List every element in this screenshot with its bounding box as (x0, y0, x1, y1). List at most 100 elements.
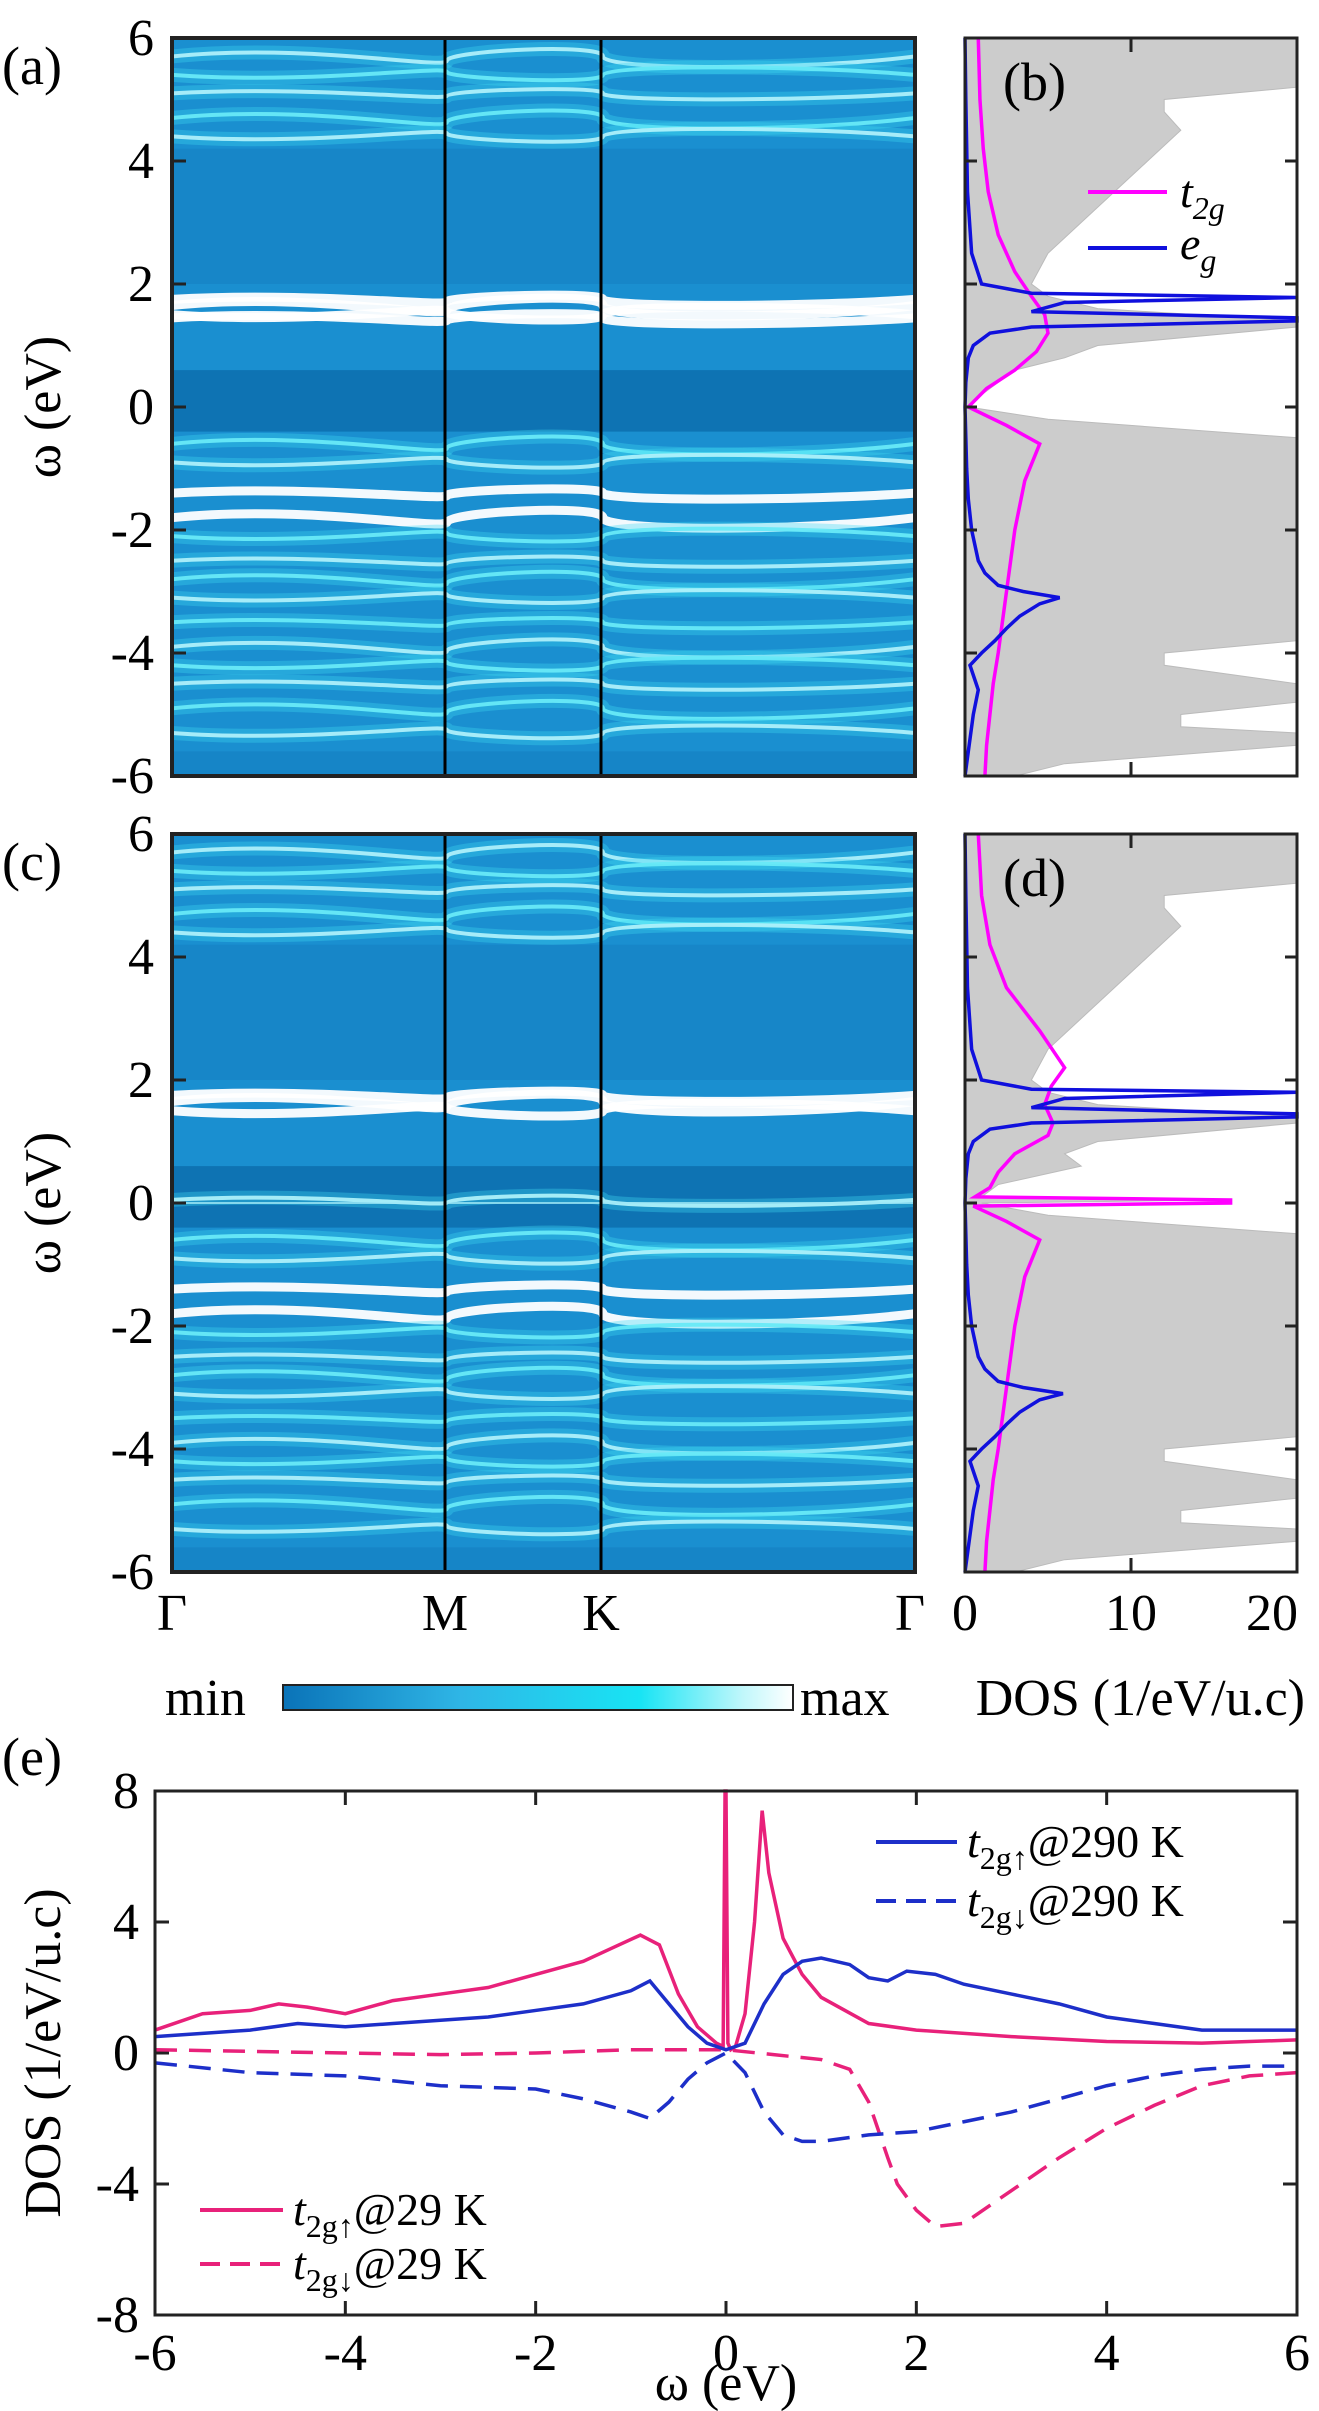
band-line (171, 1322, 916, 1340)
band-glow (171, 1514, 916, 1542)
x-tick-label: 6 (1284, 2325, 1310, 2382)
band-line (171, 1350, 916, 1365)
band-line (171, 1089, 916, 1117)
band-line (171, 861, 916, 879)
band-glow (171, 1345, 916, 1370)
k-label-K: K (582, 1585, 620, 1642)
panel-label-b: (b) (1003, 52, 1066, 112)
band-line (171, 526, 916, 544)
band-line (171, 1098, 916, 1121)
band-glow (171, 1446, 916, 1474)
line-t2g-up-290K (154, 1956, 1297, 2052)
y-tick-label: 4 (128, 133, 154, 190)
band-line (171, 1384, 916, 1401)
panel-b: (b) t2g eg (963, 36, 1299, 778)
band-glow (171, 672, 916, 697)
band-line (171, 1280, 916, 1300)
ticks-e: -6 -4 -2 0 2 4 6 8 4 0 -4 -8 (96, 1763, 1310, 2382)
band-line (171, 484, 916, 504)
colorbar-min-label: min (165, 1670, 246, 1727)
legend-b-t2g-label: t2g (1180, 166, 1225, 226)
x-tick-label: 0 (713, 2325, 739, 2382)
y-tick-label: -6 (111, 748, 154, 805)
band-line (171, 554, 916, 569)
band-line (171, 1451, 916, 1469)
band-glow (171, 549, 916, 574)
band-line (171, 723, 916, 741)
band-glow (171, 611, 916, 636)
band-line (171, 1494, 916, 1517)
band-line (171, 293, 916, 321)
panel-label-a: (a) (2, 36, 62, 96)
x-tick-label: 4 (1094, 2325, 1120, 2382)
colorbar-gradient (282, 1684, 794, 1711)
band-glow (171, 1407, 916, 1432)
legend-e-down-290K-label: t2g↓@290 K (967, 1875, 1184, 1935)
x-tick-d-0: 0 (952, 1585, 978, 1642)
y-axis-title-a: ω (eV) (15, 336, 72, 479)
upper-gap-region (172, 148, 915, 284)
band-glow (171, 718, 916, 746)
band-line (171, 126, 916, 144)
y-tick-label: 0 (128, 379, 154, 436)
x-tick-d-10: 10 (1105, 1585, 1157, 1642)
band-glow (171, 693, 916, 726)
heatmap-a-bands (171, 42, 916, 776)
x-tick-label: -4 (324, 2325, 367, 2382)
x-tick-label: 2 (903, 2325, 929, 2382)
band-glow (171, 1317, 916, 1345)
y-tick-label: 0 (113, 2025, 139, 2082)
band-line (171, 677, 916, 692)
band-glow (171, 650, 916, 678)
panel-label-d: (d) (1003, 848, 1066, 908)
heatmap-c-bands (171, 838, 916, 1572)
band-glow (171, 1489, 916, 1522)
band-line (171, 1248, 916, 1266)
legend-b: t2g eg (1088, 166, 1225, 278)
k-label-M: M (422, 1585, 468, 1642)
panel-c: 6 4 2 0 -2 -4 -6 Γ M K Γ (c) ω (eV) min max (2, 806, 925, 1727)
band-glow (171, 1243, 916, 1271)
band-line (171, 883, 916, 898)
y-ticks-c: 6 4 2 0 -2 -4 -6 (111, 806, 186, 1601)
band-line (171, 1473, 916, 1488)
band-glow (171, 917, 916, 945)
band-line (171, 1412, 916, 1427)
band-line (171, 588, 916, 605)
band-glow (171, 1188, 916, 1213)
panel-a: 6 4 2 0 -2 -4 -6 (a) ω (eV) (2, 10, 917, 805)
line-t2g-down-29K (154, 2047, 1298, 2229)
y-tick-label: -6 (111, 1544, 154, 1601)
band-glow (171, 878, 916, 903)
band-line (171, 87, 916, 102)
legend-e-29K: t2g↑@29 K t2g↓@29 K (200, 2184, 487, 2298)
band-glow (171, 583, 916, 610)
panel-label-c: (c) (2, 832, 62, 892)
x-tick-label: -2 (514, 2325, 557, 2382)
band-glow (171, 856, 916, 884)
y-tick-label: 6 (128, 10, 154, 67)
legend-e-up-29K-label: t2g↑@29 K (293, 2184, 487, 2244)
band-glow (171, 447, 916, 475)
y-tick-label: 0 (128, 1175, 154, 1232)
band-glow (171, 521, 916, 549)
dos-b-t2g-line (965, 37, 1050, 777)
ticks-d (963, 832, 1299, 1574)
band-glow (171, 121, 916, 149)
y-tick-label: 4 (113, 1894, 139, 1951)
k-label-gamma-start: Γ (157, 1585, 187, 1642)
band-line (171, 65, 916, 83)
legend-e-up-290K-label: t2g↑@290 K (967, 1816, 1184, 1876)
band-line (171, 616, 916, 631)
y-tick-label: -2 (111, 1298, 154, 1355)
band-glow (171, 1379, 916, 1406)
band-line (171, 1193, 916, 1208)
panel-label-e: (e) (2, 1727, 62, 1787)
band-glow (171, 60, 916, 88)
y-axis-title-e: DOS (1/eV/u.c) (15, 1888, 72, 2217)
y-ticks-a: 6 4 2 0 -2 -4 -6 (111, 10, 186, 805)
legend-e-290K: t2g↑@290 K t2g↓@290 K (876, 1816, 1184, 1935)
colorbar: min max (165, 1670, 890, 1727)
legend-b-eg-label: eg (1180, 218, 1216, 278)
